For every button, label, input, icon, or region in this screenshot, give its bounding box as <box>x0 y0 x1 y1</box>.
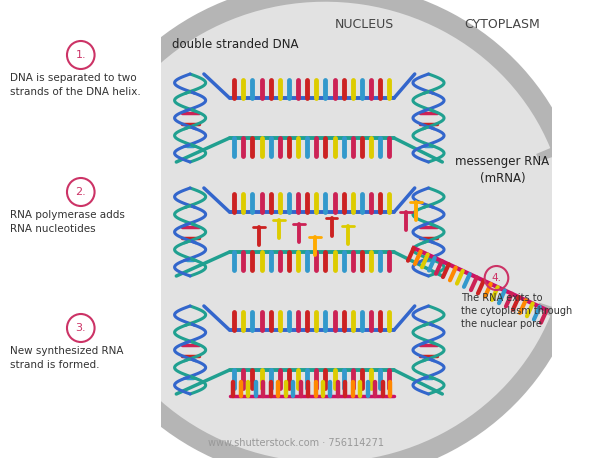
Text: 1.: 1. <box>76 50 86 60</box>
Text: www.shutterstock.com · 756114271: www.shutterstock.com · 756114271 <box>208 438 383 448</box>
Text: The RNA exits to
the cytoplasm through
the nuclear pore: The RNA exits to the cytoplasm through t… <box>461 293 572 329</box>
Text: CYTOPLASM: CYTOPLASM <box>464 18 540 31</box>
Bar <box>551 0 591 458</box>
Text: messenger RNA
(mRNA): messenger RNA (mRNA) <box>455 155 550 185</box>
Text: 2.: 2. <box>76 187 86 197</box>
Text: New synthesized RNA
strand is formed.: New synthesized RNA strand is formed. <box>10 346 124 370</box>
Ellipse shape <box>79 0 571 458</box>
Text: 3.: 3. <box>76 323 86 333</box>
Text: NUCLEUS: NUCLEUS <box>335 18 394 31</box>
Text: RNA polymerase adds
RNA nucleotides: RNA polymerase adds RNA nucleotides <box>10 210 125 234</box>
Ellipse shape <box>98 17 551 447</box>
Text: 4.: 4. <box>491 273 502 283</box>
Text: double stranded DNA: double stranded DNA <box>172 38 299 51</box>
Bar <box>0 0 161 458</box>
Wedge shape <box>325 154 574 310</box>
Text: DNA is separated to two
strands of the DNA helix.: DNA is separated to two strands of the D… <box>10 73 140 97</box>
